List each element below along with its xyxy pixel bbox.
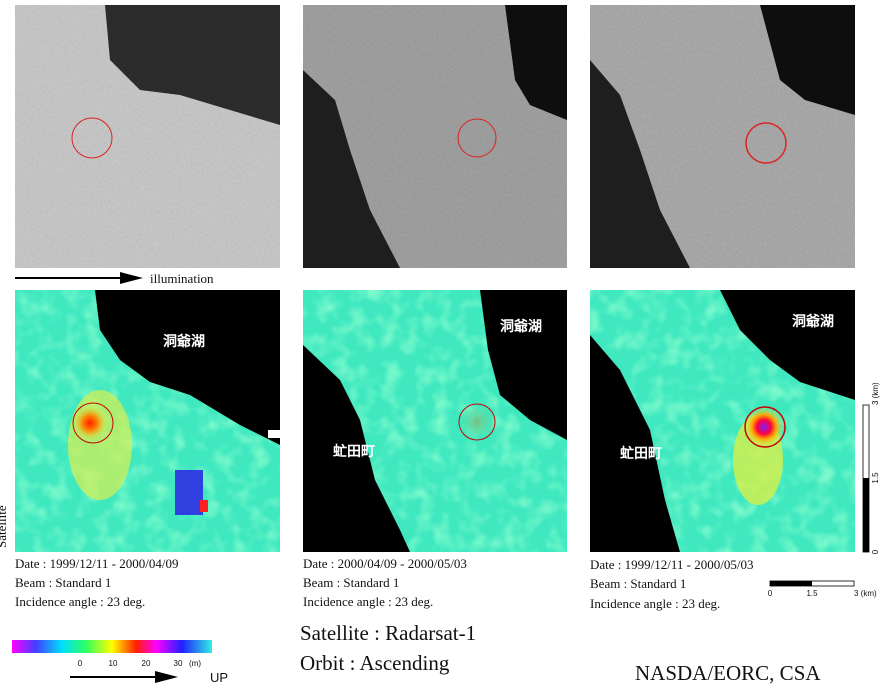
lake-label: 洞爺湖: [792, 313, 834, 330]
up-arrow: [70, 671, 178, 683]
credit: NASDA/EORC, CSA: [635, 661, 821, 684]
colorbar-tick: 10: [109, 659, 118, 668]
scale-label: 3 (km): [871, 382, 880, 405]
date: Date : 1999/12/11 - 2000/04/09: [15, 556, 178, 571]
colorbar-tick: 0: [78, 659, 83, 668]
scale-label: 1.5: [871, 472, 880, 484]
sar-image-1: [15, 5, 280, 268]
up-label: UP: [210, 670, 228, 684]
beam: Beam : Standard 1: [15, 575, 111, 590]
illumination-arrow: [15, 272, 143, 284]
scale-label: 1.5: [806, 589, 818, 598]
deformation-map-2: 洞爺湖 虻田町: [303, 290, 567, 552]
illumination-label: illumination: [150, 271, 214, 286]
vertical-scale: [863, 405, 869, 552]
date: Date : 2000/04/09 - 2000/05/03: [303, 556, 467, 571]
colorbar-tick: 20: [142, 659, 151, 668]
scale-label: 0: [768, 589, 773, 598]
colorbar: [12, 640, 212, 653]
date: Date : 1999/12/11 - 2000/05/03: [590, 557, 753, 572]
colorbar-tick: (m): [189, 659, 201, 668]
beam: Beam : Standard 1: [303, 575, 399, 590]
town-label: 虻田町: [620, 445, 662, 462]
figure: illumination Satellite 洞爺湖 洞爺湖 虻田町 洞爺湖 虻…: [0, 0, 890, 684]
scale-label: 0: [871, 549, 880, 554]
incidence: Incidence angle : 23 deg.: [303, 594, 433, 609]
orbit: Orbit : Ascending: [300, 651, 450, 675]
sar-image-3: [590, 5, 855, 268]
lake-label: 洞爺湖: [163, 333, 205, 350]
incidence: Incidence angle : 23 deg.: [15, 594, 145, 609]
lake-label: 洞爺湖: [500, 318, 542, 335]
horizontal-scale: [770, 581, 854, 586]
satellite: Satellite : Radarsat-1: [300, 621, 476, 645]
scale-label: 3 (km): [854, 589, 877, 598]
deformation-map-1: 洞爺湖: [15, 290, 280, 552]
deformation-map-3: 洞爺湖 虻田町: [590, 290, 855, 552]
colorbar-tick: 30: [174, 659, 183, 668]
side-label: Satellite: [0, 505, 9, 548]
sar-image-2: [303, 5, 567, 268]
beam: Beam : Standard 1: [590, 576, 686, 591]
town-label: 虻田町: [333, 443, 375, 460]
incidence: Incidence angle : 23 deg.: [590, 596, 720, 611]
